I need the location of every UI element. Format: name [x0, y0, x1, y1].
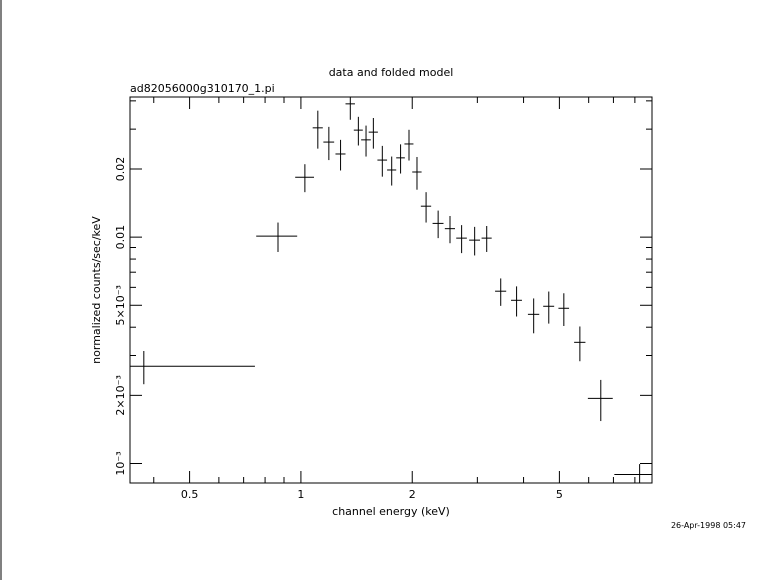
- timestamp: 26-Apr-1998 05:47: [671, 521, 746, 530]
- file-name: ad82056000g310170_1.pi: [130, 82, 275, 95]
- plot-frame: [129, 96, 653, 484]
- y-tick-label: 10⁻³: [114, 451, 127, 475]
- y-tick-label: 2×10⁻³: [114, 375, 127, 415]
- y-axis-label: normalized counts/sec/keV: [90, 216, 103, 364]
- y-tick-label: 5×10⁻³: [114, 285, 127, 325]
- x-axis-label: channel energy (keV): [332, 505, 450, 518]
- x-tick-label: 5: [556, 488, 563, 501]
- y-tick-label: 0.01: [114, 225, 127, 250]
- data-points: [130, 97, 652, 483]
- x-tick-label: 2: [409, 488, 416, 501]
- x-tick-label: 1: [297, 488, 304, 501]
- chart-title: data and folded model: [329, 66, 454, 79]
- y-tick-label: 0.02: [114, 157, 127, 182]
- x-tick-label: 0.5: [181, 488, 199, 501]
